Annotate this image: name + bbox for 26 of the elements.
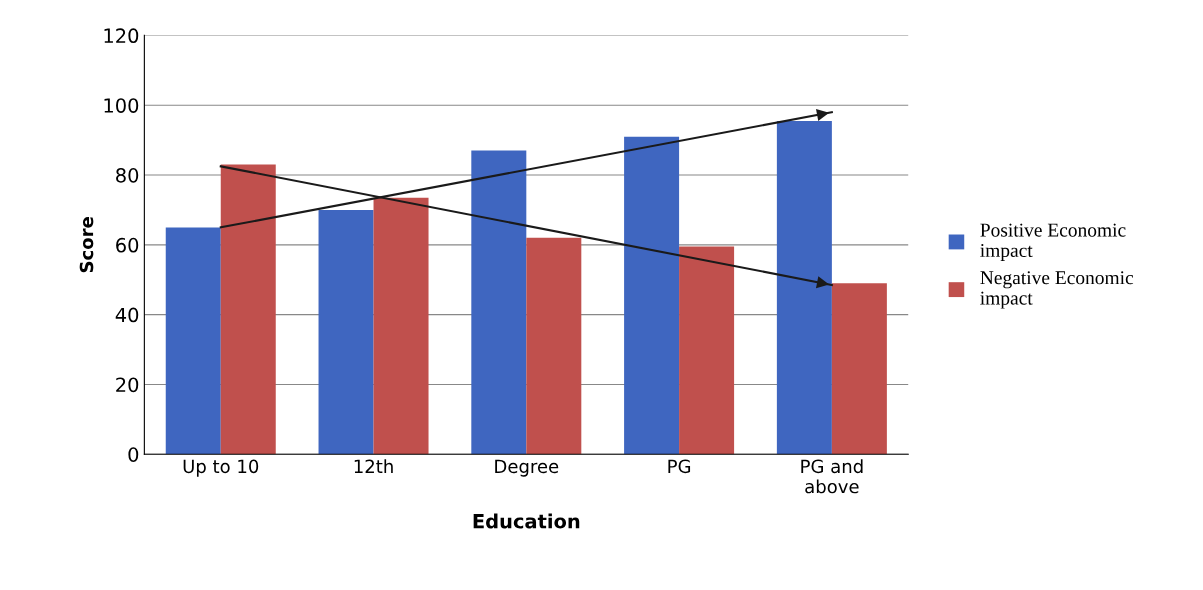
y-tick-label: 20 bbox=[116, 377, 139, 393]
x-tick-label: 12th bbox=[354, 459, 393, 473]
y-axis-title: Score bbox=[79, 217, 94, 273]
legend-label: Positive Economic impact bbox=[980, 223, 1126, 261]
x-tick-label: Degree bbox=[495, 459, 559, 477]
y-tick-label: 100 bbox=[104, 98, 139, 113]
bar bbox=[526, 237, 582, 455]
legend-label: Negative Economic impact bbox=[980, 271, 1134, 309]
x-tick-label: PG bbox=[668, 459, 691, 474]
bar bbox=[624, 136, 680, 455]
bar bbox=[165, 227, 221, 455]
bar bbox=[220, 164, 276, 455]
y-tick-label: 120 bbox=[104, 28, 139, 44]
bar bbox=[318, 209, 374, 455]
bar bbox=[776, 120, 832, 455]
y-tick-label: 0 bbox=[128, 447, 139, 462]
y-tick-label: 80 bbox=[116, 167, 139, 183]
x-tick-label: Up to 10 bbox=[183, 459, 259, 477]
x-axis-title: Education bbox=[473, 513, 580, 529]
bar bbox=[679, 246, 735, 455]
y-tick-label: 60 bbox=[116, 237, 139, 253]
bar bbox=[373, 197, 429, 455]
bar bbox=[471, 150, 527, 455]
x-tick-label: PG and above bbox=[801, 459, 863, 494]
bar bbox=[831, 283, 887, 455]
y-tick-label: 40 bbox=[115, 307, 139, 323]
